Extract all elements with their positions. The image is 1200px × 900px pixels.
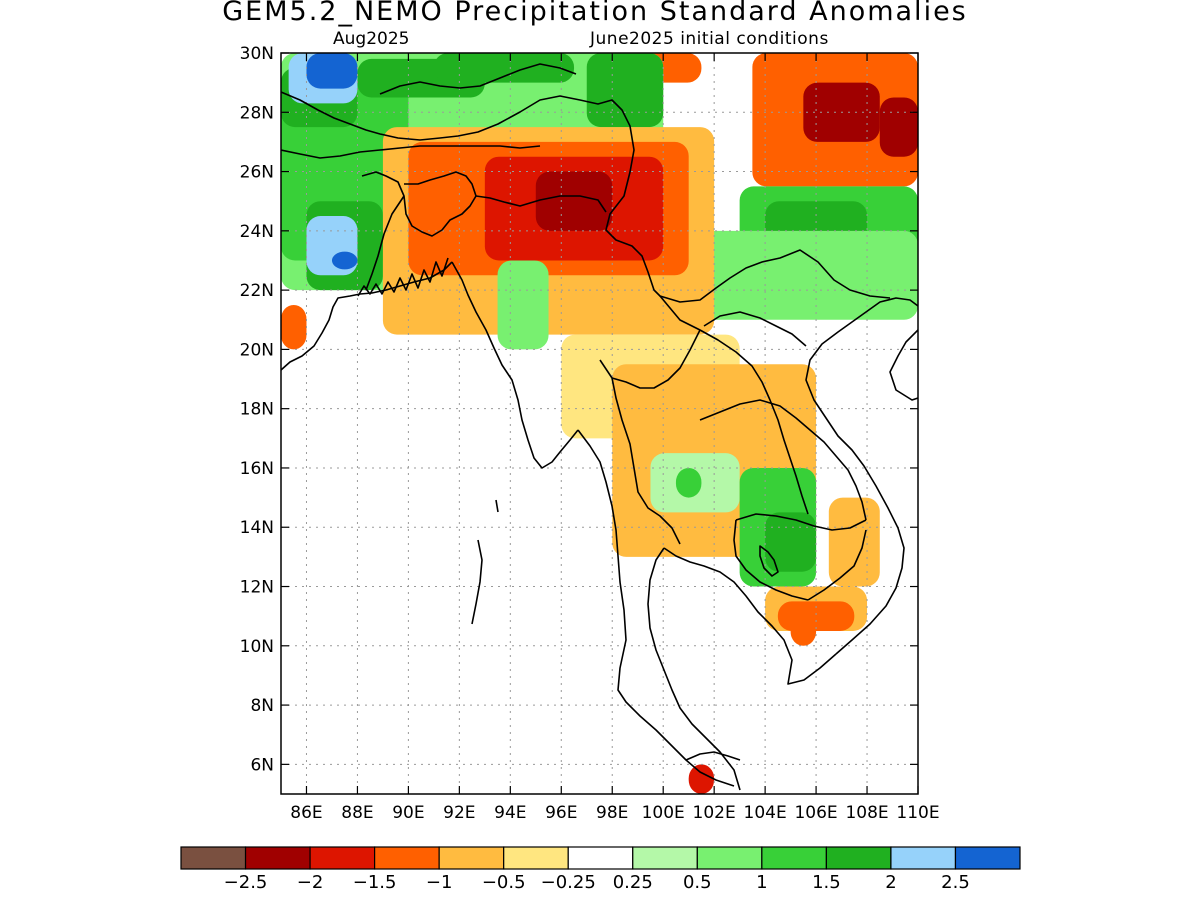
- anomaly-region-28: [675, 467, 702, 498]
- lat-tick-label: 18N: [240, 400, 274, 420]
- colorbar-label: −2.5: [224, 872, 268, 893]
- colorbar-swatch-5: [438, 846, 505, 870]
- lon-tick-label: 102E: [693, 803, 736, 823]
- colorbar-label: 2.5: [941, 872, 970, 893]
- lat-tick-label: 20N: [240, 340, 274, 360]
- anomaly-region-35: [688, 764, 715, 794]
- valid-month-label: Aug2025: [333, 29, 410, 49]
- lon-tick-label: 94E: [494, 803, 526, 823]
- colorbar-label: 1: [756, 872, 767, 893]
- lat-tick-label: 16N: [240, 459, 274, 479]
- anomaly-fill-layer: [281, 53, 918, 794]
- lon-tick-label: 88E: [341, 803, 373, 823]
- lon-tick-label: 106E: [794, 803, 837, 823]
- lat-tick-label: 14N: [240, 518, 274, 538]
- anomaly-region-12: [433, 53, 575, 83]
- lat-tick-label: 22N: [240, 281, 274, 301]
- colorbar-label: 2: [885, 872, 896, 893]
- colorbar-swatch-12: [890, 846, 957, 870]
- map-frame: [280, 52, 919, 795]
- anomaly-region-18: [688, 230, 918, 320]
- colorbar-swatch-7: [567, 846, 634, 870]
- colorbar-swatch-4: [374, 846, 440, 870]
- colorbar-label: 0.25: [613, 872, 653, 893]
- lon-tick-label: 90E: [392, 803, 424, 823]
- lon-tick-label: 92E: [443, 803, 475, 823]
- colorbar-swatch-11: [825, 846, 892, 870]
- colorbar-swatch-9: [696, 846, 763, 870]
- anomaly-region-22: [535, 171, 613, 231]
- anomaly-region-23: [281, 304, 307, 350]
- colorbar-label: −0.25: [541, 872, 596, 893]
- anomaly-region-3: [879, 97, 918, 157]
- colorbar-label: −1: [426, 872, 453, 893]
- lon-tick-label: 86E: [290, 803, 322, 823]
- lat-tick-label: 10N: [240, 637, 274, 657]
- anomaly-region-33: [790, 616, 817, 646]
- lon-tick-label: 104E: [744, 803, 787, 823]
- lat-tick-label: 30N: [240, 44, 274, 64]
- colorbar-label: −1.5: [353, 872, 397, 893]
- colorbar-swatch-10: [761, 846, 827, 870]
- colorbar-swatch-3: [309, 846, 376, 870]
- lat-tick-label: 24N: [240, 222, 274, 242]
- lat-tick-label: 6N: [250, 755, 274, 775]
- lon-tick-label: 98E: [596, 803, 628, 823]
- anomaly-region-10: [331, 251, 358, 270]
- anomaly-region-24: [497, 260, 549, 350]
- anomaly-region-34: [828, 497, 880, 587]
- colorbar-label: 1.5: [812, 872, 841, 893]
- lon-tick-label: 96E: [545, 803, 577, 823]
- anomaly-region-30: [765, 512, 817, 572]
- colorbar-label: −0.5: [482, 872, 526, 893]
- lat-tick-label: 28N: [240, 103, 274, 123]
- lon-tick-label: 108E: [845, 803, 888, 823]
- colorbar-swatch-8: [632, 846, 698, 870]
- lon-tick-label: 100E: [642, 803, 685, 823]
- lat-tick-label: 12N: [240, 578, 274, 598]
- colorbar-swatch-1: [180, 846, 247, 870]
- colorbar-swatch-6: [503, 846, 569, 870]
- colorbar-label: 0.5: [683, 872, 712, 893]
- lat-tick-label: 8N: [250, 696, 274, 716]
- colorbar-label: −2: [297, 872, 324, 893]
- coastline-and-borders: [281, 63, 918, 791]
- anomaly-region-32: [777, 601, 855, 631]
- lat-tick-label: 26N: [240, 163, 274, 183]
- colorbar-swatch-2: [244, 846, 311, 870]
- initial-conditions-label: June2025 initial conditions: [590, 29, 829, 49]
- colorbar-swatch-13: [954, 846, 1021, 870]
- anomaly-region-15: [586, 53, 664, 128]
- lon-tick-label: 110E: [896, 803, 939, 823]
- map-title: GEM5.2_NEMO Precipitation Standard Anoma…: [222, 0, 968, 27]
- axis-ticks: 30N 28N 26N 24N 22N 20N 18N 16N 14N 12N 10N 8N 6N 86E…: [240, 44, 940, 823]
- anomaly-region-14: [306, 53, 358, 89]
- colorbar: −2.5 −2 −1.5 −1 −0.5 −0.25 0.25 0.5 1 1.5 2 2.5: [180, 846, 1021, 893]
